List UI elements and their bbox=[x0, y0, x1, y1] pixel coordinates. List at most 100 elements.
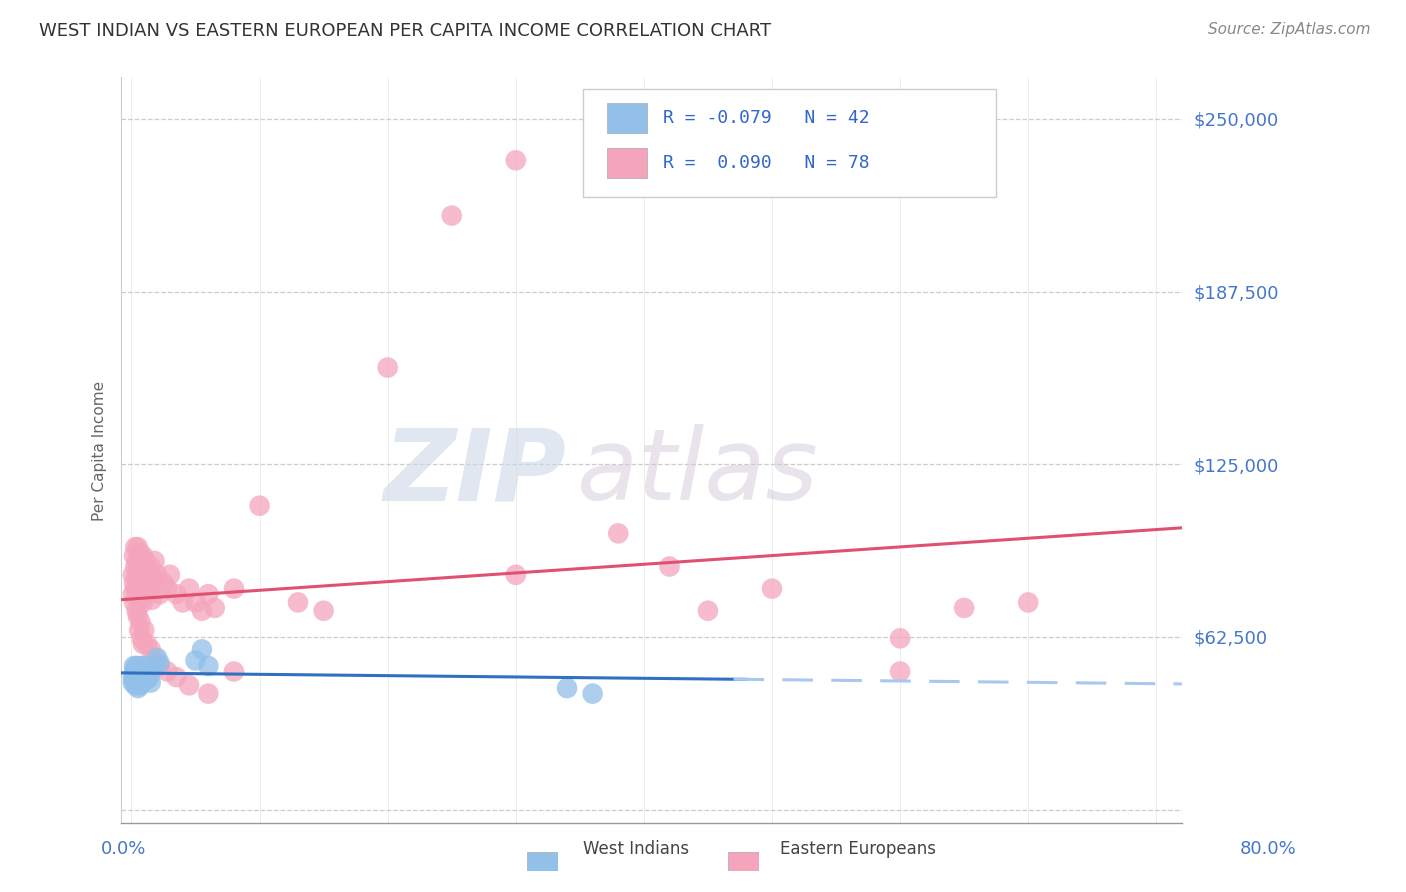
Point bbox=[128, 665, 150, 679]
Point bbox=[131, 582, 153, 596]
Point bbox=[122, 659, 145, 673]
Point bbox=[124, 678, 146, 692]
Text: 80.0%: 80.0% bbox=[1240, 840, 1296, 858]
Point bbox=[159, 567, 181, 582]
Point bbox=[129, 554, 152, 568]
Point bbox=[149, 659, 172, 673]
Text: Source: ZipAtlas.com: Source: ZipAtlas.com bbox=[1208, 22, 1371, 37]
Point bbox=[249, 499, 271, 513]
Point bbox=[204, 601, 226, 615]
Point bbox=[125, 670, 148, 684]
Point bbox=[125, 554, 148, 568]
Point bbox=[122, 549, 145, 563]
Point bbox=[129, 673, 152, 687]
Point bbox=[127, 673, 149, 687]
Point bbox=[128, 675, 150, 690]
Point bbox=[377, 360, 399, 375]
Point bbox=[135, 667, 157, 681]
Point bbox=[197, 587, 219, 601]
Point bbox=[129, 615, 152, 629]
Point bbox=[134, 670, 156, 684]
Point bbox=[146, 650, 169, 665]
Point bbox=[184, 595, 207, 609]
Point bbox=[125, 659, 148, 673]
FancyBboxPatch shape bbox=[582, 88, 997, 197]
Point bbox=[132, 549, 155, 563]
Point bbox=[134, 559, 156, 574]
Point bbox=[607, 526, 630, 541]
Point bbox=[134, 576, 156, 591]
Point bbox=[122, 665, 145, 679]
Point bbox=[582, 687, 605, 701]
Point bbox=[135, 554, 157, 568]
Point bbox=[131, 675, 153, 690]
Point bbox=[129, 659, 152, 673]
Point bbox=[132, 595, 155, 609]
Point bbox=[139, 675, 162, 690]
Point bbox=[143, 659, 166, 673]
Text: atlas: atlas bbox=[578, 425, 818, 521]
Point bbox=[129, 678, 152, 692]
Point bbox=[142, 570, 165, 584]
Text: ZIP: ZIP bbox=[384, 425, 567, 521]
Point bbox=[139, 559, 162, 574]
Point bbox=[121, 670, 143, 684]
Point bbox=[141, 592, 163, 607]
Text: Eastern Europeans: Eastern Europeans bbox=[780, 840, 936, 858]
Point bbox=[132, 665, 155, 679]
Point bbox=[139, 642, 162, 657]
Point bbox=[1017, 595, 1039, 609]
Point bbox=[124, 662, 146, 676]
Point bbox=[191, 642, 214, 657]
Point bbox=[143, 650, 166, 665]
Point bbox=[127, 681, 149, 695]
Point bbox=[135, 562, 157, 576]
Point bbox=[172, 595, 194, 609]
Point bbox=[134, 659, 156, 673]
Point bbox=[889, 632, 911, 646]
Point bbox=[122, 595, 145, 609]
Point bbox=[179, 678, 201, 692]
Point bbox=[156, 665, 179, 679]
Point bbox=[127, 587, 149, 601]
Point bbox=[125, 665, 148, 679]
Point bbox=[127, 574, 149, 588]
Point bbox=[222, 582, 245, 596]
Point bbox=[136, 665, 159, 679]
Point bbox=[128, 623, 150, 637]
Point bbox=[121, 587, 143, 601]
Point bbox=[127, 667, 149, 681]
Point bbox=[197, 659, 219, 673]
Point bbox=[128, 562, 150, 576]
Point bbox=[122, 576, 145, 591]
Point bbox=[135, 673, 157, 687]
Point bbox=[125, 567, 148, 582]
Point bbox=[124, 667, 146, 681]
Point bbox=[505, 567, 527, 582]
Point bbox=[124, 559, 146, 574]
Point bbox=[124, 540, 146, 554]
Point bbox=[889, 665, 911, 679]
Point bbox=[135, 637, 157, 651]
Point bbox=[184, 653, 207, 667]
Point bbox=[222, 665, 245, 679]
Bar bbox=[607, 148, 647, 178]
Point bbox=[124, 582, 146, 596]
Point bbox=[131, 667, 153, 681]
Point bbox=[135, 587, 157, 601]
Point bbox=[152, 576, 174, 591]
Point bbox=[132, 637, 155, 651]
Point bbox=[128, 546, 150, 560]
Text: 0.0%: 0.0% bbox=[101, 840, 146, 858]
Point bbox=[440, 209, 463, 223]
Point bbox=[197, 687, 219, 701]
Point bbox=[121, 675, 143, 690]
Point bbox=[128, 592, 150, 607]
Point bbox=[129, 574, 152, 588]
Y-axis label: Per Capita Income: Per Capita Income bbox=[93, 380, 107, 521]
Point bbox=[555, 681, 578, 695]
Point bbox=[125, 604, 148, 618]
Point bbox=[179, 582, 201, 596]
Point bbox=[146, 567, 169, 582]
Point bbox=[149, 657, 172, 671]
